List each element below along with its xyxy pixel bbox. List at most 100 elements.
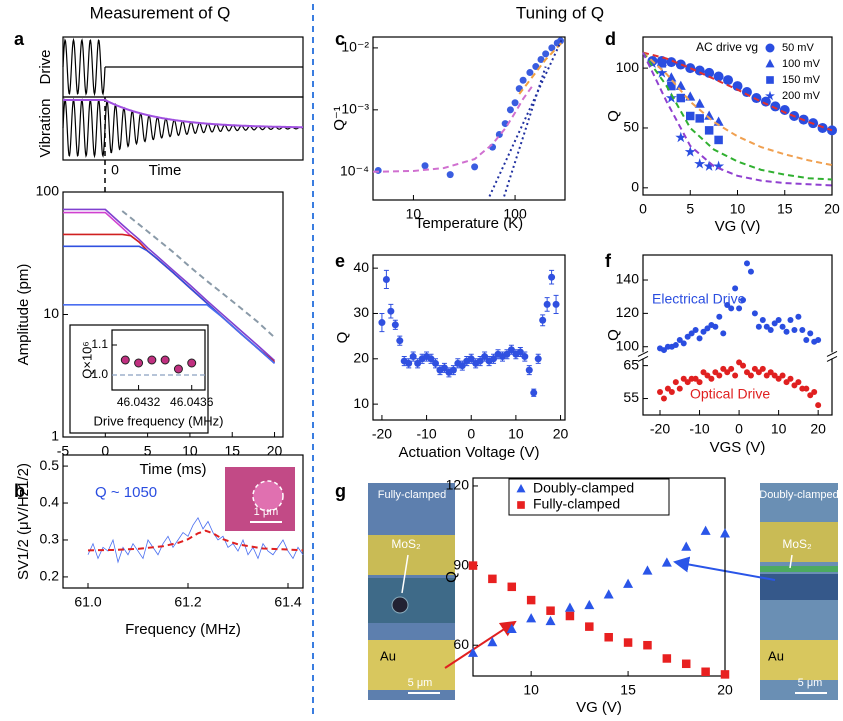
x-tick-label: 5 — [686, 200, 694, 216]
y-axis-label: Q — [605, 110, 622, 122]
drive-wave — [62, 37, 106, 97]
legend-label: 100 mV — [782, 58, 821, 70]
x-axis-label: VGS (V) — [710, 439, 766, 456]
x-axis-label: VG (V) — [576, 699, 622, 716]
y-axis-label: Q×10⁶ — [79, 341, 94, 379]
x-axis-label: Temperature (K) — [415, 215, 523, 232]
x-tick-label: 15 — [777, 200, 793, 216]
material-label: MoS₂ — [782, 537, 812, 551]
marker — [732, 285, 739, 292]
marker — [747, 268, 754, 275]
y-tick-label: 100 — [616, 337, 640, 353]
marker — [564, 602, 575, 612]
marker — [476, 357, 484, 365]
x-tick-label: 46.0432 — [117, 395, 161, 409]
x-tick-label: 0 — [639, 200, 647, 216]
panel-label: e — [335, 251, 345, 271]
marker — [724, 302, 731, 309]
panel-label: d — [605, 29, 616, 49]
marker — [827, 125, 837, 136]
marker — [664, 385, 671, 392]
drum — [391, 596, 409, 614]
y-tick-label: 120 — [446, 477, 470, 493]
marker — [791, 382, 798, 389]
marker — [681, 541, 692, 551]
y-tick-label: 60 — [453, 636, 469, 652]
marker — [552, 300, 560, 308]
panel-label: g — [335, 481, 346, 501]
plot-frame — [372, 36, 566, 201]
marker — [642, 565, 653, 575]
marker — [391, 321, 399, 329]
marker — [134, 358, 144, 368]
vibration-label: Vibration — [37, 99, 54, 158]
marker — [685, 63, 696, 74]
marker — [696, 335, 703, 342]
marker — [378, 319, 386, 327]
marker — [503, 350, 511, 358]
marker — [684, 146, 696, 157]
legend-marker — [766, 76, 774, 84]
marker — [775, 375, 782, 382]
y-axis-label: Q — [605, 329, 622, 341]
marker — [736, 359, 743, 366]
x-tick-label: -10 — [416, 425, 436, 441]
marker — [720, 528, 730, 538]
marker — [660, 395, 667, 402]
marker — [585, 622, 594, 631]
marker — [657, 59, 667, 68]
marker — [467, 355, 475, 363]
marker — [759, 317, 766, 324]
marker — [741, 87, 752, 98]
y-tick-label: 10⁻³ — [341, 101, 369, 117]
micrograph-title: Fully-clamped — [378, 489, 446, 501]
marker — [779, 105, 790, 116]
marker — [526, 69, 534, 77]
marker — [676, 385, 683, 392]
pointer — [401, 554, 409, 594]
marker — [521, 353, 529, 361]
marker — [747, 372, 754, 379]
x-tick-label: -5 — [57, 442, 70, 458]
marker — [661, 557, 672, 567]
x-tick-label: 20 — [717, 681, 733, 697]
x-tick-label: 100 — [503, 205, 527, 221]
x-tick-label: 15 — [224, 442, 240, 458]
marker — [506, 106, 514, 114]
marker — [783, 379, 790, 386]
x-axis-label: VG (V) — [715, 218, 761, 235]
legend-label: 200 mV — [782, 90, 821, 102]
plot-frame — [372, 254, 566, 421]
marker — [548, 273, 556, 281]
marker — [743, 369, 750, 376]
x-tick-label: 61.2 — [174, 593, 201, 609]
marker — [704, 325, 711, 332]
y-axis-label: Amplitude (pm) — [15, 264, 32, 366]
legend-label: Fully-clamped — [533, 496, 620, 512]
plot-frame — [62, 454, 304, 589]
series-line — [518, 40, 565, 95]
marker — [676, 93, 686, 103]
series-label: Optical Drive — [690, 386, 770, 402]
flake — [760, 566, 838, 572]
x-tick-label: 10 — [771, 420, 787, 436]
y-tick-label: 10 — [353, 395, 369, 411]
marker — [545, 615, 556, 626]
marker — [519, 76, 527, 84]
chart: 61.0 61.2 61.4 0.2 0.3 0.4 0.5 Frequency (MHz) S… — [14, 454, 304, 638]
axis-break-mark — [826, 355, 838, 362]
marker — [767, 369, 774, 376]
marker — [700, 525, 711, 535]
marker — [481, 353, 489, 361]
marker — [421, 162, 429, 170]
legend-label: Doubly-clamped — [533, 480, 634, 496]
series-line — [87, 529, 304, 552]
marker — [787, 317, 794, 324]
marker — [713, 160, 725, 171]
marker — [603, 589, 614, 599]
marker — [387, 307, 395, 315]
plot-frame — [472, 477, 726, 677]
legend-marker — [765, 90, 775, 101]
y-tick-label: 0.5 — [40, 457, 60, 473]
